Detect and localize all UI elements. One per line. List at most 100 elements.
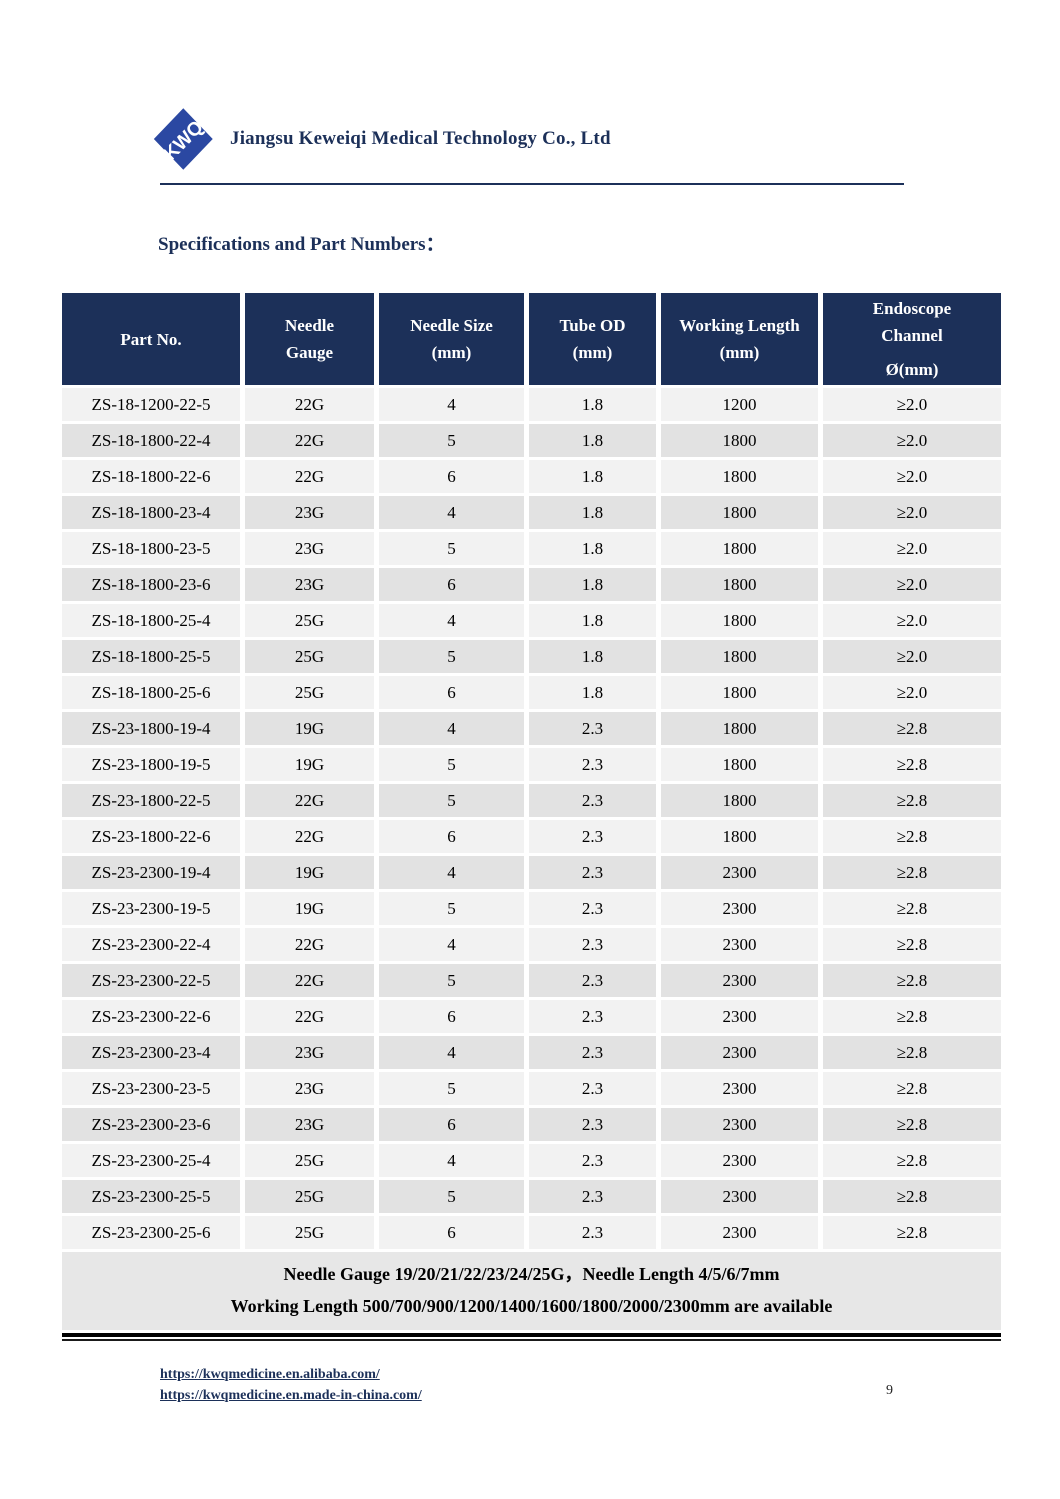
cell-needle-size: 4 bbox=[379, 712, 524, 745]
cell-endoscope-channel: ≥2.8 bbox=[823, 1000, 1001, 1033]
cell-endoscope-channel: ≥2.8 bbox=[823, 928, 1001, 961]
cell-needle-size: 4 bbox=[379, 928, 524, 961]
cell-needle-gauge: 25G bbox=[245, 1216, 374, 1249]
alibaba-link[interactable]: https://kwqmedicine.en.alibaba.com/ bbox=[160, 1367, 380, 1382]
cell-needle-gauge: 25G bbox=[245, 640, 374, 673]
bottom-border-thick-line bbox=[62, 1333, 1001, 1337]
cell-endoscope-channel: ≥2.8 bbox=[823, 964, 1001, 997]
col-header-needle-size: Needle Size (mm) bbox=[379, 293, 524, 385]
cell-endoscope-channel: ≥2.8 bbox=[823, 748, 1001, 781]
availability-note-row: Needle Gauge 19/20/21/22/23/24/25G，Needl… bbox=[62, 1252, 1001, 1330]
cell-endoscope-channel: ≥2.8 bbox=[823, 892, 1001, 925]
col-header-part-no: Part No. bbox=[62, 293, 240, 385]
table-row: ZS-23-2300-19-5 19G 5 2.3 2300 ≥2.8 bbox=[62, 892, 1001, 925]
cell-part-no: ZS-18-1800-23-5 bbox=[62, 532, 240, 565]
cell-working-length: 1800 bbox=[661, 604, 818, 637]
cell-tube-od: 2.3 bbox=[529, 928, 656, 961]
cell-tube-od: 2.3 bbox=[529, 1216, 656, 1249]
col-header-label: (mm) bbox=[572, 343, 613, 362]
cell-endoscope-channel: ≥2.0 bbox=[823, 424, 1001, 457]
cell-working-length: 2300 bbox=[661, 1036, 818, 1069]
table-bottom-border bbox=[62, 1333, 1001, 1341]
cell-part-no: ZS-23-2300-22-6 bbox=[62, 1000, 240, 1033]
cell-needle-size: 6 bbox=[379, 1216, 524, 1249]
cell-tube-od: 2.3 bbox=[529, 748, 656, 781]
table-row: ZS-18-1800-25-6 25G 6 1.8 1800 ≥2.0 bbox=[62, 676, 1001, 709]
cell-tube-od: 1.8 bbox=[529, 568, 656, 601]
cell-working-length: 1800 bbox=[661, 532, 818, 565]
cell-needle-size: 6 bbox=[379, 820, 524, 853]
cell-part-no: ZS-23-2300-25-5 bbox=[62, 1180, 240, 1213]
cell-working-length: 2300 bbox=[661, 892, 818, 925]
cell-needle-gauge: 23G bbox=[245, 532, 374, 565]
cell-endoscope-channel: ≥2.8 bbox=[823, 712, 1001, 745]
table-row: ZS-18-1800-22-6 22G 6 1.8 1800 ≥2.0 bbox=[62, 460, 1001, 493]
cell-working-length: 2300 bbox=[661, 1216, 818, 1249]
cell-endoscope-channel: ≥2.0 bbox=[823, 496, 1001, 529]
table-row: ZS-23-2300-23-6 23G 6 2.3 2300 ≥2.8 bbox=[62, 1108, 1001, 1141]
cell-working-length: 2300 bbox=[661, 1072, 818, 1105]
cell-working-length: 1800 bbox=[661, 460, 818, 493]
cell-needle-size: 4 bbox=[379, 856, 524, 889]
cell-tube-od: 2.3 bbox=[529, 1036, 656, 1069]
col-header-working-length: Working Length (mm) bbox=[661, 293, 818, 385]
cell-needle-gauge: 23G bbox=[245, 1072, 374, 1105]
col-header-label: Needle bbox=[284, 316, 335, 335]
note-line-gauge: Needle Gauge 19/20/21/22/23/24/25G，Needl… bbox=[283, 1264, 780, 1284]
cell-working-length: 1800 bbox=[661, 496, 818, 529]
cell-working-length: 1800 bbox=[661, 820, 818, 853]
col-header-needle-gauge: Needle Gauge bbox=[245, 293, 374, 385]
cell-needle-gauge: 19G bbox=[245, 748, 374, 781]
table-row: ZS-18-1200-22-5 22G 4 1.8 1200 ≥2.0 bbox=[62, 388, 1001, 421]
cell-needle-size: 4 bbox=[379, 1144, 524, 1177]
cell-tube-od: 2.3 bbox=[529, 1180, 656, 1213]
cell-tube-od: 2.3 bbox=[529, 892, 656, 925]
section-heading: Specifications and Part Numbers： bbox=[158, 234, 445, 255]
cell-endoscope-channel: ≥2.0 bbox=[823, 640, 1001, 673]
cell-working-length: 1800 bbox=[661, 748, 818, 781]
cell-tube-od: 2.3 bbox=[529, 1072, 656, 1105]
cell-endoscope-channel: ≥2.0 bbox=[823, 532, 1001, 565]
cell-part-no: ZS-18-1800-23-4 bbox=[62, 496, 240, 529]
cell-needle-gauge: 22G bbox=[245, 784, 374, 817]
cell-needle-size: 6 bbox=[379, 568, 524, 601]
cell-needle-size: 4 bbox=[379, 496, 524, 529]
cell-needle-size: 5 bbox=[379, 640, 524, 673]
cell-needle-size: 5 bbox=[379, 748, 524, 781]
spec-table: Part No. Needle Gauge Needle Size (mm) T… bbox=[57, 290, 1006, 1333]
table-row: ZS-23-2300-25-6 25G 6 2.3 2300 ≥2.8 bbox=[62, 1216, 1001, 1249]
cell-tube-od: 1.8 bbox=[529, 388, 656, 421]
col-header-label: (mm) bbox=[719, 343, 760, 362]
cell-tube-od: 1.8 bbox=[529, 604, 656, 637]
cell-tube-od: 1.8 bbox=[529, 496, 656, 529]
cell-needle-gauge: 22G bbox=[245, 820, 374, 853]
col-header-label: Ø(mm) bbox=[885, 360, 939, 379]
cell-tube-od: 1.8 bbox=[529, 640, 656, 673]
cell-working-length: 1800 bbox=[661, 784, 818, 817]
cell-tube-od: 1.8 bbox=[529, 676, 656, 709]
cell-needle-size: 5 bbox=[379, 1180, 524, 1213]
cell-part-no: ZS-23-2300-23-6 bbox=[62, 1108, 240, 1141]
cell-needle-gauge: 25G bbox=[245, 676, 374, 709]
table-row: ZS-18-1800-23-6 23G 6 1.8 1800 ≥2.0 bbox=[62, 568, 1001, 601]
cell-tube-od: 2.3 bbox=[529, 1108, 656, 1141]
cell-working-length: 1800 bbox=[661, 712, 818, 745]
cell-part-no: ZS-23-2300-22-4 bbox=[62, 928, 240, 961]
cell-tube-od: 2.3 bbox=[529, 820, 656, 853]
cell-part-no: ZS-23-1800-19-5 bbox=[62, 748, 240, 781]
col-header-label: Part No. bbox=[120, 329, 182, 349]
cell-part-no: ZS-23-2300-25-4 bbox=[62, 1144, 240, 1177]
cell-tube-od: 2.3 bbox=[529, 1000, 656, 1033]
cell-tube-od: 2.3 bbox=[529, 1144, 656, 1177]
cell-needle-size: 6 bbox=[379, 1000, 524, 1033]
bottom-border-thin-line bbox=[62, 1339, 1001, 1341]
cell-part-no: ZS-18-1800-22-6 bbox=[62, 460, 240, 493]
cell-part-no: ZS-18-1800-25-4 bbox=[62, 604, 240, 637]
cell-needle-gauge: 25G bbox=[245, 1144, 374, 1177]
made-in-china-link[interactable]: https://kwqmedicine.en.made-in-china.com… bbox=[160, 1388, 422, 1403]
cell-needle-gauge: 19G bbox=[245, 712, 374, 745]
cell-endoscope-channel: ≥2.0 bbox=[823, 676, 1001, 709]
cell-part-no: ZS-23-2300-23-4 bbox=[62, 1036, 240, 1069]
cell-working-length: 2300 bbox=[661, 1000, 818, 1033]
cell-working-length: 1800 bbox=[661, 676, 818, 709]
